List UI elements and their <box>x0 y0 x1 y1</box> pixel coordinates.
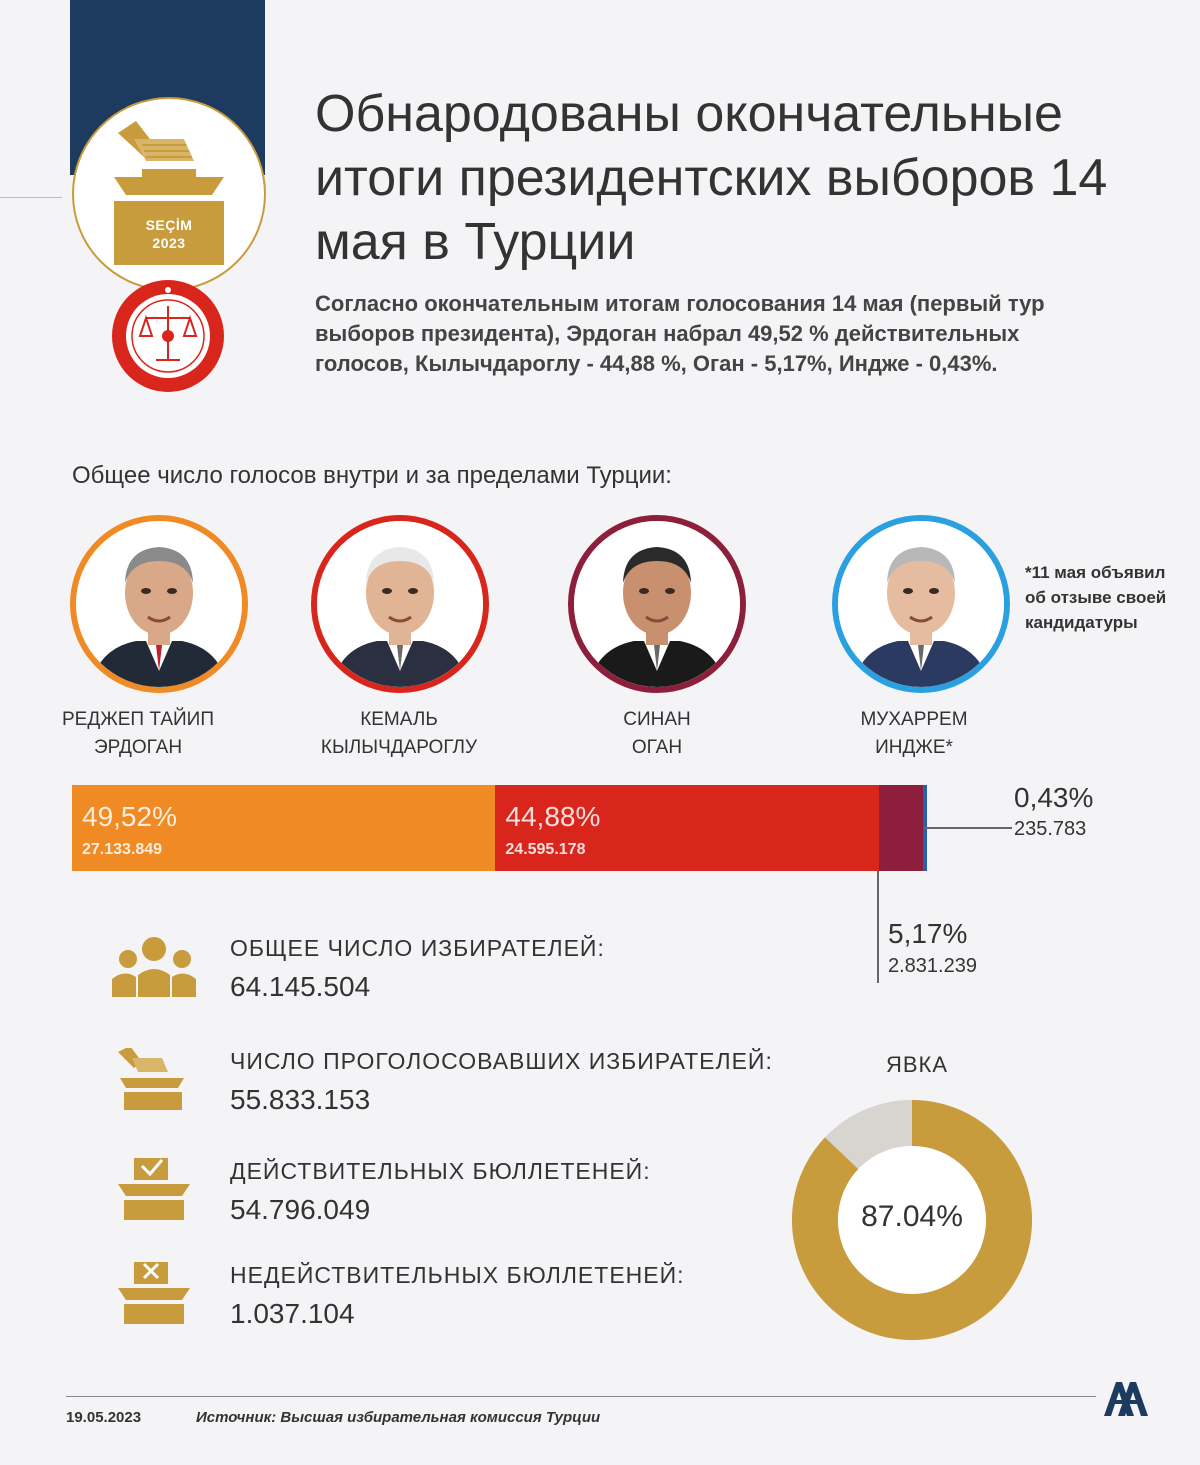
person-portrait-icon <box>574 521 740 687</box>
person-portrait-icon <box>838 521 1004 687</box>
candidate-portrait-erdogan <box>70 515 248 693</box>
stat-value: 55.833.153 <box>230 1084 371 1115</box>
withdrawal-note: *11 мая объявил об отзыве своей кандидат… <box>1025 563 1167 632</box>
label-percent-ogan: 5,17% <box>888 918 968 949</box>
candidate-portrait-kilicdaroglu <box>311 515 489 693</box>
turnout-label: ЯВКА <box>886 1052 949 1077</box>
candidate-name-line2: ОГАН <box>631 737 683 758</box>
candidate-name-ogan: СИНАН ОГАН <box>547 706 767 762</box>
candidate-name-erdogan: РЕДЖЕП ТАЙИП ЭРДОГАН <box>28 706 248 762</box>
logo-line2: 2023 <box>152 235 186 251</box>
label-votes-ogan: 2.831.239 <box>888 955 977 977</box>
bar-percent-kilicdaroglu: 44,88% <box>505 801 601 832</box>
ballot-box-icon <box>118 1048 184 1110</box>
ballot-x-icon <box>118 1262 190 1324</box>
person-portrait-icon <box>76 521 242 687</box>
candidate-name-line2: КЫЛЫЧДАРОГЛУ <box>320 737 478 758</box>
bar-segment-erdogan: 49,52% 27.133.849 <box>72 785 496 871</box>
stat-label: ОБЩЕЕ ЧИСЛО ИЗБИРАТЕЛЕЙ: <box>230 935 605 961</box>
logo-line1: SEÇİM <box>145 217 193 233</box>
turnout-value: 87.04% <box>861 1200 963 1233</box>
footer-divider <box>66 1396 1096 1397</box>
stat-label: НЕДЕЙСТВИТЕЛЬНЫХ БЮЛЛЕТЕНЕЙ: <box>230 1262 685 1288</box>
bar-percent-erdogan: 49,52% <box>82 801 177 832</box>
candidate-name-line1: МУХАРРЕМ <box>860 709 968 730</box>
people-icon <box>112 937 196 997</box>
results-bar: 49,52% 27.133.849 44,88% 24.595.178 <box>72 785 927 871</box>
ballot-check-icon <box>118 1158 190 1220</box>
candidate-portrait-ogan <box>568 515 746 693</box>
page-subtitle: Согласно окончательным итогам голосовани… <box>315 291 1045 376</box>
ballot-box-icon <box>114 121 224 265</box>
stat-label: ЧИСЛО ПРОГОЛОСОВАВШИХ ИЗБИРАТЕЛЕЙ: <box>230 1048 773 1074</box>
bar-votes-erdogan: 27.133.849 <box>82 841 163 858</box>
candidate-name-line1: РЕДЖЕП ТАЙИП <box>62 709 214 730</box>
donut-center <box>838 1146 986 1294</box>
candidate-name-line1: КЕМАЛЬ <box>360 709 438 730</box>
candidate-portrait-ince <box>832 515 1010 693</box>
label-percent-ince: 0,43% <box>1014 782 1094 813</box>
turnout-donut-chart <box>792 1100 1032 1340</box>
anadolu-agency-logo-icon <box>1104 1382 1148 1416</box>
stat-value: 64.145.504 <box>230 971 371 1002</box>
label-votes-ince: 235.783 <box>1014 818 1087 840</box>
stat-value: 54.796.049 <box>230 1194 371 1225</box>
section-label: Общее число голосов внутри и за пределам… <box>72 462 672 489</box>
stat-value: 1.037.104 <box>230 1298 355 1329</box>
candidate-name-ince: МУХАРРЕМ ИНДЖЕ* <box>804 706 1024 762</box>
person-portrait-icon <box>317 521 483 687</box>
candidate-name-line2: ИНДЖЕ* <box>875 737 953 758</box>
candidate-name-kilicdaroglu: КЕМАЛЬ КЫЛЫЧДАРОГЛУ <box>289 706 509 762</box>
stat-label: ДЕЙСТВИТЕЛЬНЫХ БЮЛЛЕТЕНЕЙ: <box>230 1158 651 1184</box>
footer-source: Источник: Высшая избирательная комиссия … <box>196 1409 601 1426</box>
candidate-name-line2: ЭРДОГАН <box>93 737 183 758</box>
election-commission-seal-icon <box>112 280 224 392</box>
leader-line-ogan <box>877 871 879 983</box>
divider <box>0 197 62 198</box>
donut-turnout-arc <box>792 1100 1032 1340</box>
candidate-name-line1: СИНАН <box>623 709 691 730</box>
page-title: Обнародованы окончательные итоги президе… <box>315 85 1108 271</box>
bar-segment-ogan <box>879 785 924 871</box>
footer-date: 19.05.2023 <box>66 1409 142 1426</box>
bar-votes-kilicdaroglu: 24.595.178 <box>505 841 586 858</box>
bar-segment-kilicdaroglu: 44,88% 24.595.178 <box>495 785 880 871</box>
leader-line-ince <box>924 827 1012 829</box>
election-logo: SEÇİM 2023 <box>72 97 266 291</box>
